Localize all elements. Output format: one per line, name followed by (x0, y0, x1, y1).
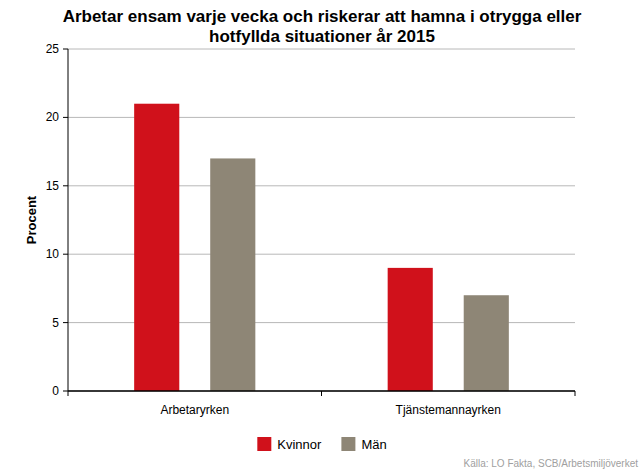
bar (210, 158, 255, 391)
title: Arbetar ensam varje vecka och riskerar a… (63, 7, 582, 46)
grid-line (68, 49, 575, 50)
title-line: hotfyllda situationer år 2015 (209, 27, 435, 46)
source: Källa: LO Fakta, SCB/Arbetsmiljöverket (463, 458, 638, 469)
y-tick-label: 20 (46, 110, 60, 124)
bars (134, 104, 509, 391)
y-tick (63, 185, 68, 186)
legend-swatch (341, 437, 355, 451)
bar (388, 268, 433, 391)
title-line: Arbetar ensam varje vecka och riskerar a… (63, 7, 582, 26)
y-tick (63, 49, 68, 50)
bar (464, 295, 509, 391)
x-boundary-tick (575, 391, 576, 396)
x-tick-label: Arbetaryrken (160, 403, 229, 417)
legend-swatch (257, 437, 271, 451)
y-tick-label: 5 (52, 316, 59, 330)
legend-label: Kvinnor (277, 437, 322, 452)
legend-label: Män (361, 437, 386, 452)
y-tick-label: 10 (46, 247, 60, 261)
x-tick-label: Tjänstemannayrken (396, 403, 501, 417)
y-tick (63, 117, 68, 118)
y-tick-label: 25 (46, 42, 60, 56)
y-tick-label: 15 (46, 179, 60, 193)
legend: Kvinnor Män (257, 437, 386, 452)
y-tick (63, 391, 68, 392)
x-boundary-tick (68, 391, 69, 396)
y-tick (63, 322, 68, 323)
bar (134, 104, 179, 391)
y-tick (63, 254, 68, 255)
chart: Arbetar ensam varje vecka och riskerar a… (0, 0, 644, 473)
y-axis (68, 49, 69, 391)
y-tick-label: 0 (52, 384, 59, 398)
x-boundary-tick (321, 391, 322, 396)
y-axis-label: Procent (24, 195, 39, 244)
